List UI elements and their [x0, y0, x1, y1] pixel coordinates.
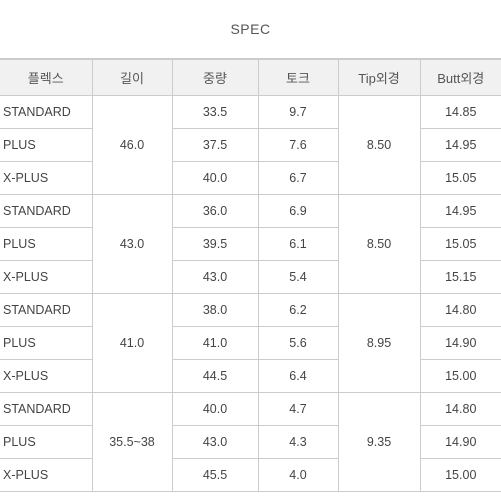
- cell-flex: PLUS: [0, 327, 92, 360]
- cell-torque: 6.1: [258, 228, 338, 261]
- cell-weight: 40.0: [172, 393, 258, 426]
- cell-tip: 9.35: [338, 393, 420, 492]
- spec-table-body: STANDARD 46.0 33.5 9.7 8.50 14.85 PLUS 3…: [0, 96, 501, 492]
- cell-weight: 39.5: [172, 228, 258, 261]
- cell-butt: 15.05: [420, 228, 501, 261]
- cell-torque: 4.3: [258, 426, 338, 459]
- cell-flex: X-PLUS: [0, 162, 92, 195]
- table-row: PLUS 41.0 5.6 14.90: [0, 327, 501, 360]
- cell-butt: 15.15: [420, 261, 501, 294]
- cell-torque: 6.4: [258, 360, 338, 393]
- table-row: X-PLUS 44.5 6.4 15.00: [0, 360, 501, 393]
- cell-butt: 15.00: [420, 360, 501, 393]
- cell-flex: STANDARD: [0, 96, 92, 129]
- col-header-tip: Tip외경: [338, 60, 420, 96]
- cell-torque: 5.6: [258, 327, 338, 360]
- cell-butt: 14.95: [420, 195, 501, 228]
- col-header-weight: 중량: [172, 60, 258, 96]
- cell-flex: X-PLUS: [0, 261, 92, 294]
- cell-length: 41.0: [92, 294, 172, 393]
- cell-flex: PLUS: [0, 129, 92, 162]
- cell-torque: 4.7: [258, 393, 338, 426]
- table-row: STANDARD 35.5~38 40.0 4.7 9.35 14.80: [0, 393, 501, 426]
- cell-length: 35.5~38: [92, 393, 172, 492]
- spec-title-bar: SPEC: [0, 0, 501, 59]
- cell-length: 46.0: [92, 96, 172, 195]
- table-header-row: 플렉스 길이 중량 토크 Tip외경 Butt외경: [0, 60, 501, 96]
- cell-length: 43.0: [92, 195, 172, 294]
- table-row: STANDARD 41.0 38.0 6.2 8.95 14.80: [0, 294, 501, 327]
- cell-tip: 8.50: [338, 96, 420, 195]
- cell-tip: 8.95: [338, 294, 420, 393]
- cell-butt: 15.05: [420, 162, 501, 195]
- cell-flex: PLUS: [0, 228, 92, 261]
- cell-torque: 6.9: [258, 195, 338, 228]
- cell-torque: 6.7: [258, 162, 338, 195]
- cell-torque: 9.7: [258, 96, 338, 129]
- cell-butt: 14.90: [420, 426, 501, 459]
- cell-weight: 40.0: [172, 162, 258, 195]
- cell-weight: 37.5: [172, 129, 258, 162]
- table-row: X-PLUS 45.5 4.0 15.00: [0, 459, 501, 492]
- cell-weight: 33.5: [172, 96, 258, 129]
- col-header-butt: Butt외경: [420, 60, 501, 96]
- cell-torque: 4.0: [258, 459, 338, 492]
- table-row: X-PLUS 43.0 5.4 15.15: [0, 261, 501, 294]
- cell-weight: 43.0: [172, 426, 258, 459]
- spec-table: 플렉스 길이 중량 토크 Tip외경 Butt외경 STANDARD 46.0 …: [0, 59, 501, 492]
- cell-flex: PLUS: [0, 426, 92, 459]
- col-header-torque: 토크: [258, 60, 338, 96]
- col-header-flex: 플렉스: [0, 60, 92, 96]
- cell-weight: 43.0: [172, 261, 258, 294]
- table-row: STANDARD 46.0 33.5 9.7 8.50 14.85: [0, 96, 501, 129]
- cell-weight: 45.5: [172, 459, 258, 492]
- col-header-length: 길이: [92, 60, 172, 96]
- cell-weight: 36.0: [172, 195, 258, 228]
- cell-torque: 6.2: [258, 294, 338, 327]
- table-row: PLUS 37.5 7.6 14.95: [0, 129, 501, 162]
- table-row: STANDARD 43.0 36.0 6.9 8.50 14.95: [0, 195, 501, 228]
- cell-flex: X-PLUS: [0, 360, 92, 393]
- cell-weight: 38.0: [172, 294, 258, 327]
- cell-butt: 14.90: [420, 327, 501, 360]
- cell-butt: 14.80: [420, 393, 501, 426]
- cell-flex: STANDARD: [0, 294, 92, 327]
- cell-tip: 8.50: [338, 195, 420, 294]
- cell-flex: STANDARD: [0, 195, 92, 228]
- cell-butt: 14.80: [420, 294, 501, 327]
- spec-title: SPEC: [230, 21, 270, 37]
- cell-weight: 44.5: [172, 360, 258, 393]
- cell-butt: 15.00: [420, 459, 501, 492]
- cell-weight: 41.0: [172, 327, 258, 360]
- cell-butt: 14.85: [420, 96, 501, 129]
- table-row: PLUS 39.5 6.1 15.05: [0, 228, 501, 261]
- cell-butt: 14.95: [420, 129, 501, 162]
- cell-flex: STANDARD: [0, 393, 92, 426]
- cell-flex: X-PLUS: [0, 459, 92, 492]
- cell-torque: 5.4: [258, 261, 338, 294]
- table-row: X-PLUS 40.0 6.7 15.05: [0, 162, 501, 195]
- cell-torque: 7.6: [258, 129, 338, 162]
- table-row: PLUS 43.0 4.3 14.90: [0, 426, 501, 459]
